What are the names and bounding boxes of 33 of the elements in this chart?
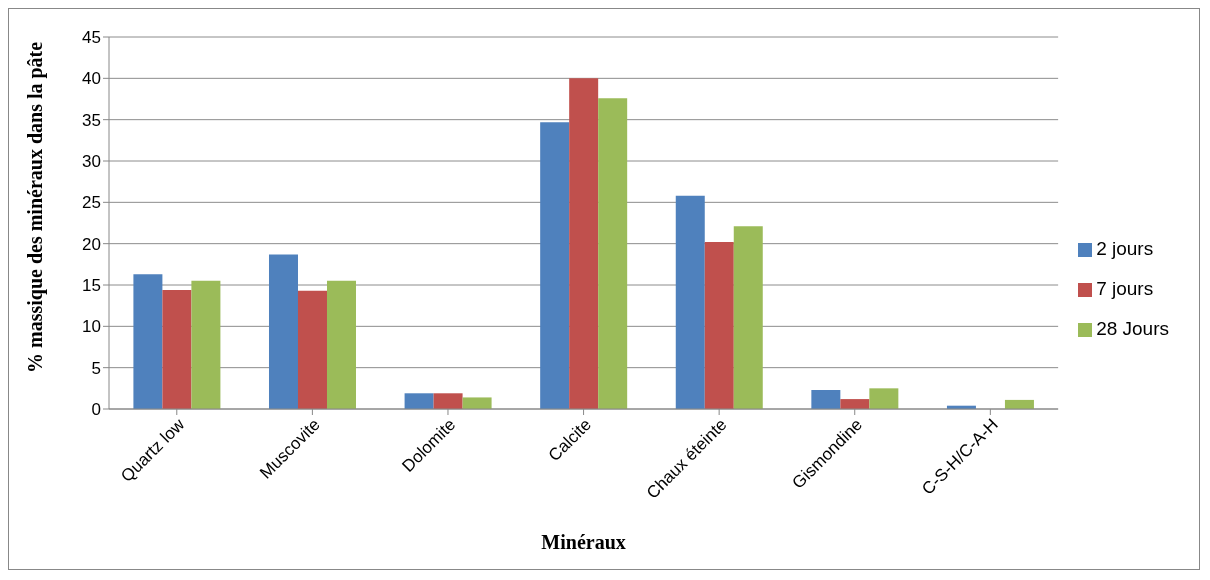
bar — [269, 254, 298, 409]
bar — [433, 393, 463, 409]
y-tick-label: 30 — [82, 152, 101, 172]
legend-label: 2 jours — [1096, 238, 1154, 259]
bar — [540, 122, 570, 409]
y-tick-label: 35 — [82, 110, 101, 130]
legend-label: 7 jours — [1096, 278, 1154, 299]
bar — [598, 98, 628, 409]
bar — [462, 397, 492, 409]
bar — [811, 389, 841, 409]
bar — [840, 399, 870, 409]
bar — [675, 195, 705, 409]
bar — [869, 388, 899, 409]
y-tick-label: 5 — [91, 358, 101, 378]
y-tick-label: 15 — [82, 276, 101, 296]
bar — [733, 226, 763, 409]
y-tick-label: 10 — [82, 317, 101, 337]
bar — [191, 280, 221, 409]
bar — [404, 393, 434, 409]
y-axis-title: % massique des minéraux dans la pâte — [24, 41, 48, 373]
bar — [162, 289, 192, 409]
bar — [569, 78, 599, 409]
y-tick-label: 45 — [82, 28, 101, 48]
y-tick-label: 40 — [82, 69, 101, 89]
bar — [327, 280, 356, 409]
y-tick-label: 20 — [82, 234, 101, 254]
bar — [133, 274, 163, 409]
bar — [704, 242, 734, 409]
bar — [298, 290, 327, 409]
y-tick-label: 0 — [91, 400, 101, 420]
y-tick-label: 25 — [82, 193, 101, 213]
legend-label: 28 Jours — [1096, 318, 1169, 339]
x-axis-title: Minéraux — [541, 531, 626, 553]
